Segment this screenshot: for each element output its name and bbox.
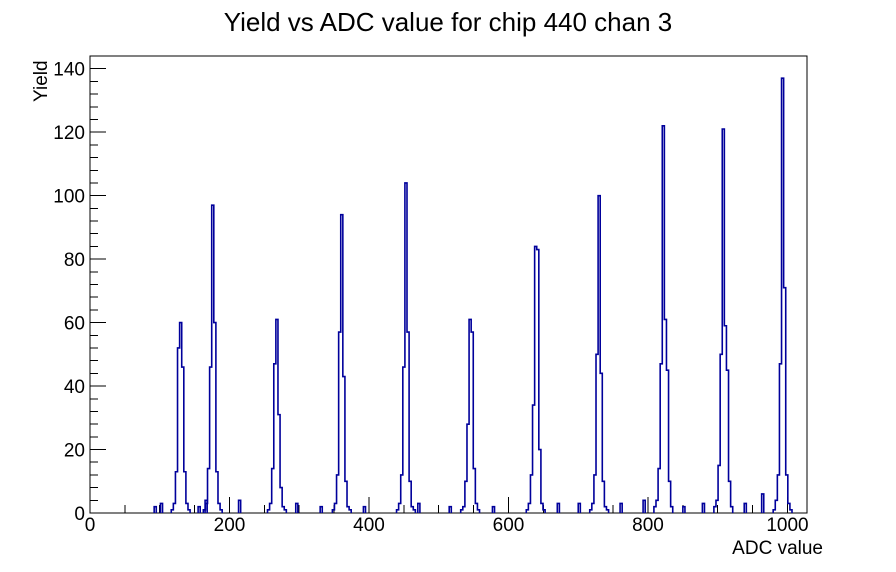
histogram-bump <box>760 493 765 513</box>
x-tick-label: 600 <box>493 515 525 536</box>
histogram-peak <box>331 213 353 513</box>
y-tick-label: 60 <box>64 314 85 335</box>
histogram-bump <box>642 499 646 513</box>
histogram-bump <box>619 502 623 513</box>
y-tick-label: 40 <box>64 377 85 398</box>
histogram-peak <box>266 318 288 513</box>
histogram-bump <box>491 505 496 513</box>
y-tick-label: 20 <box>64 441 85 462</box>
histogram-peak <box>713 128 734 513</box>
x-tick-label: 800 <box>632 515 664 536</box>
histogram-peak <box>653 125 674 513</box>
histogram-peak <box>772 77 793 513</box>
histogram-peak <box>202 204 223 513</box>
x-tick-label: 200 <box>214 515 246 536</box>
y-tick-label: 100 <box>53 187 85 208</box>
x-axis-title: ADC value <box>732 538 823 559</box>
histogram-bump <box>294 502 299 513</box>
y-axis-title: Yield <box>31 60 52 102</box>
histogram-peak <box>525 245 546 513</box>
histogram-peak <box>588 194 610 513</box>
histogram-bump <box>682 505 686 513</box>
histogram-peak <box>459 318 481 513</box>
plot-frame <box>89 55 808 514</box>
histogram-series <box>153 77 793 513</box>
histogram-bump <box>159 502 164 513</box>
histogram-bump <box>556 502 561 513</box>
histogram-bump <box>448 505 453 513</box>
histogram-bump <box>701 502 706 513</box>
y-tick-label: 80 <box>64 250 85 271</box>
histogram-bump <box>362 505 367 513</box>
x-tick-label: 1000 <box>766 515 808 536</box>
histogram-bump <box>577 502 582 513</box>
chart-title: Yield vs ADC value for chip 440 chan 3 <box>223 7 673 37</box>
histogram-peak <box>395 182 417 513</box>
x-tick-label: 400 <box>353 515 385 536</box>
histogram-bump <box>204 499 208 513</box>
x-tick-label: 0 <box>85 515 96 536</box>
histogram-bump <box>743 502 748 513</box>
tick-labels: 0 200 400 600 800 1000 0 20 40 60 80 100 120 140 <box>53 60 808 536</box>
y-tick-label: 140 <box>53 60 85 81</box>
histogram-bump <box>237 499 242 513</box>
y-tick-label: 120 <box>53 123 85 144</box>
histogram-bump <box>197 505 201 513</box>
histogram-bump <box>153 505 158 513</box>
y-tick-label: 0 <box>74 504 85 525</box>
histogram-bump <box>417 502 421 513</box>
histogram-bump <box>319 505 324 513</box>
histogram-peak <box>170 321 191 513</box>
axis-ticks <box>89 68 788 514</box>
